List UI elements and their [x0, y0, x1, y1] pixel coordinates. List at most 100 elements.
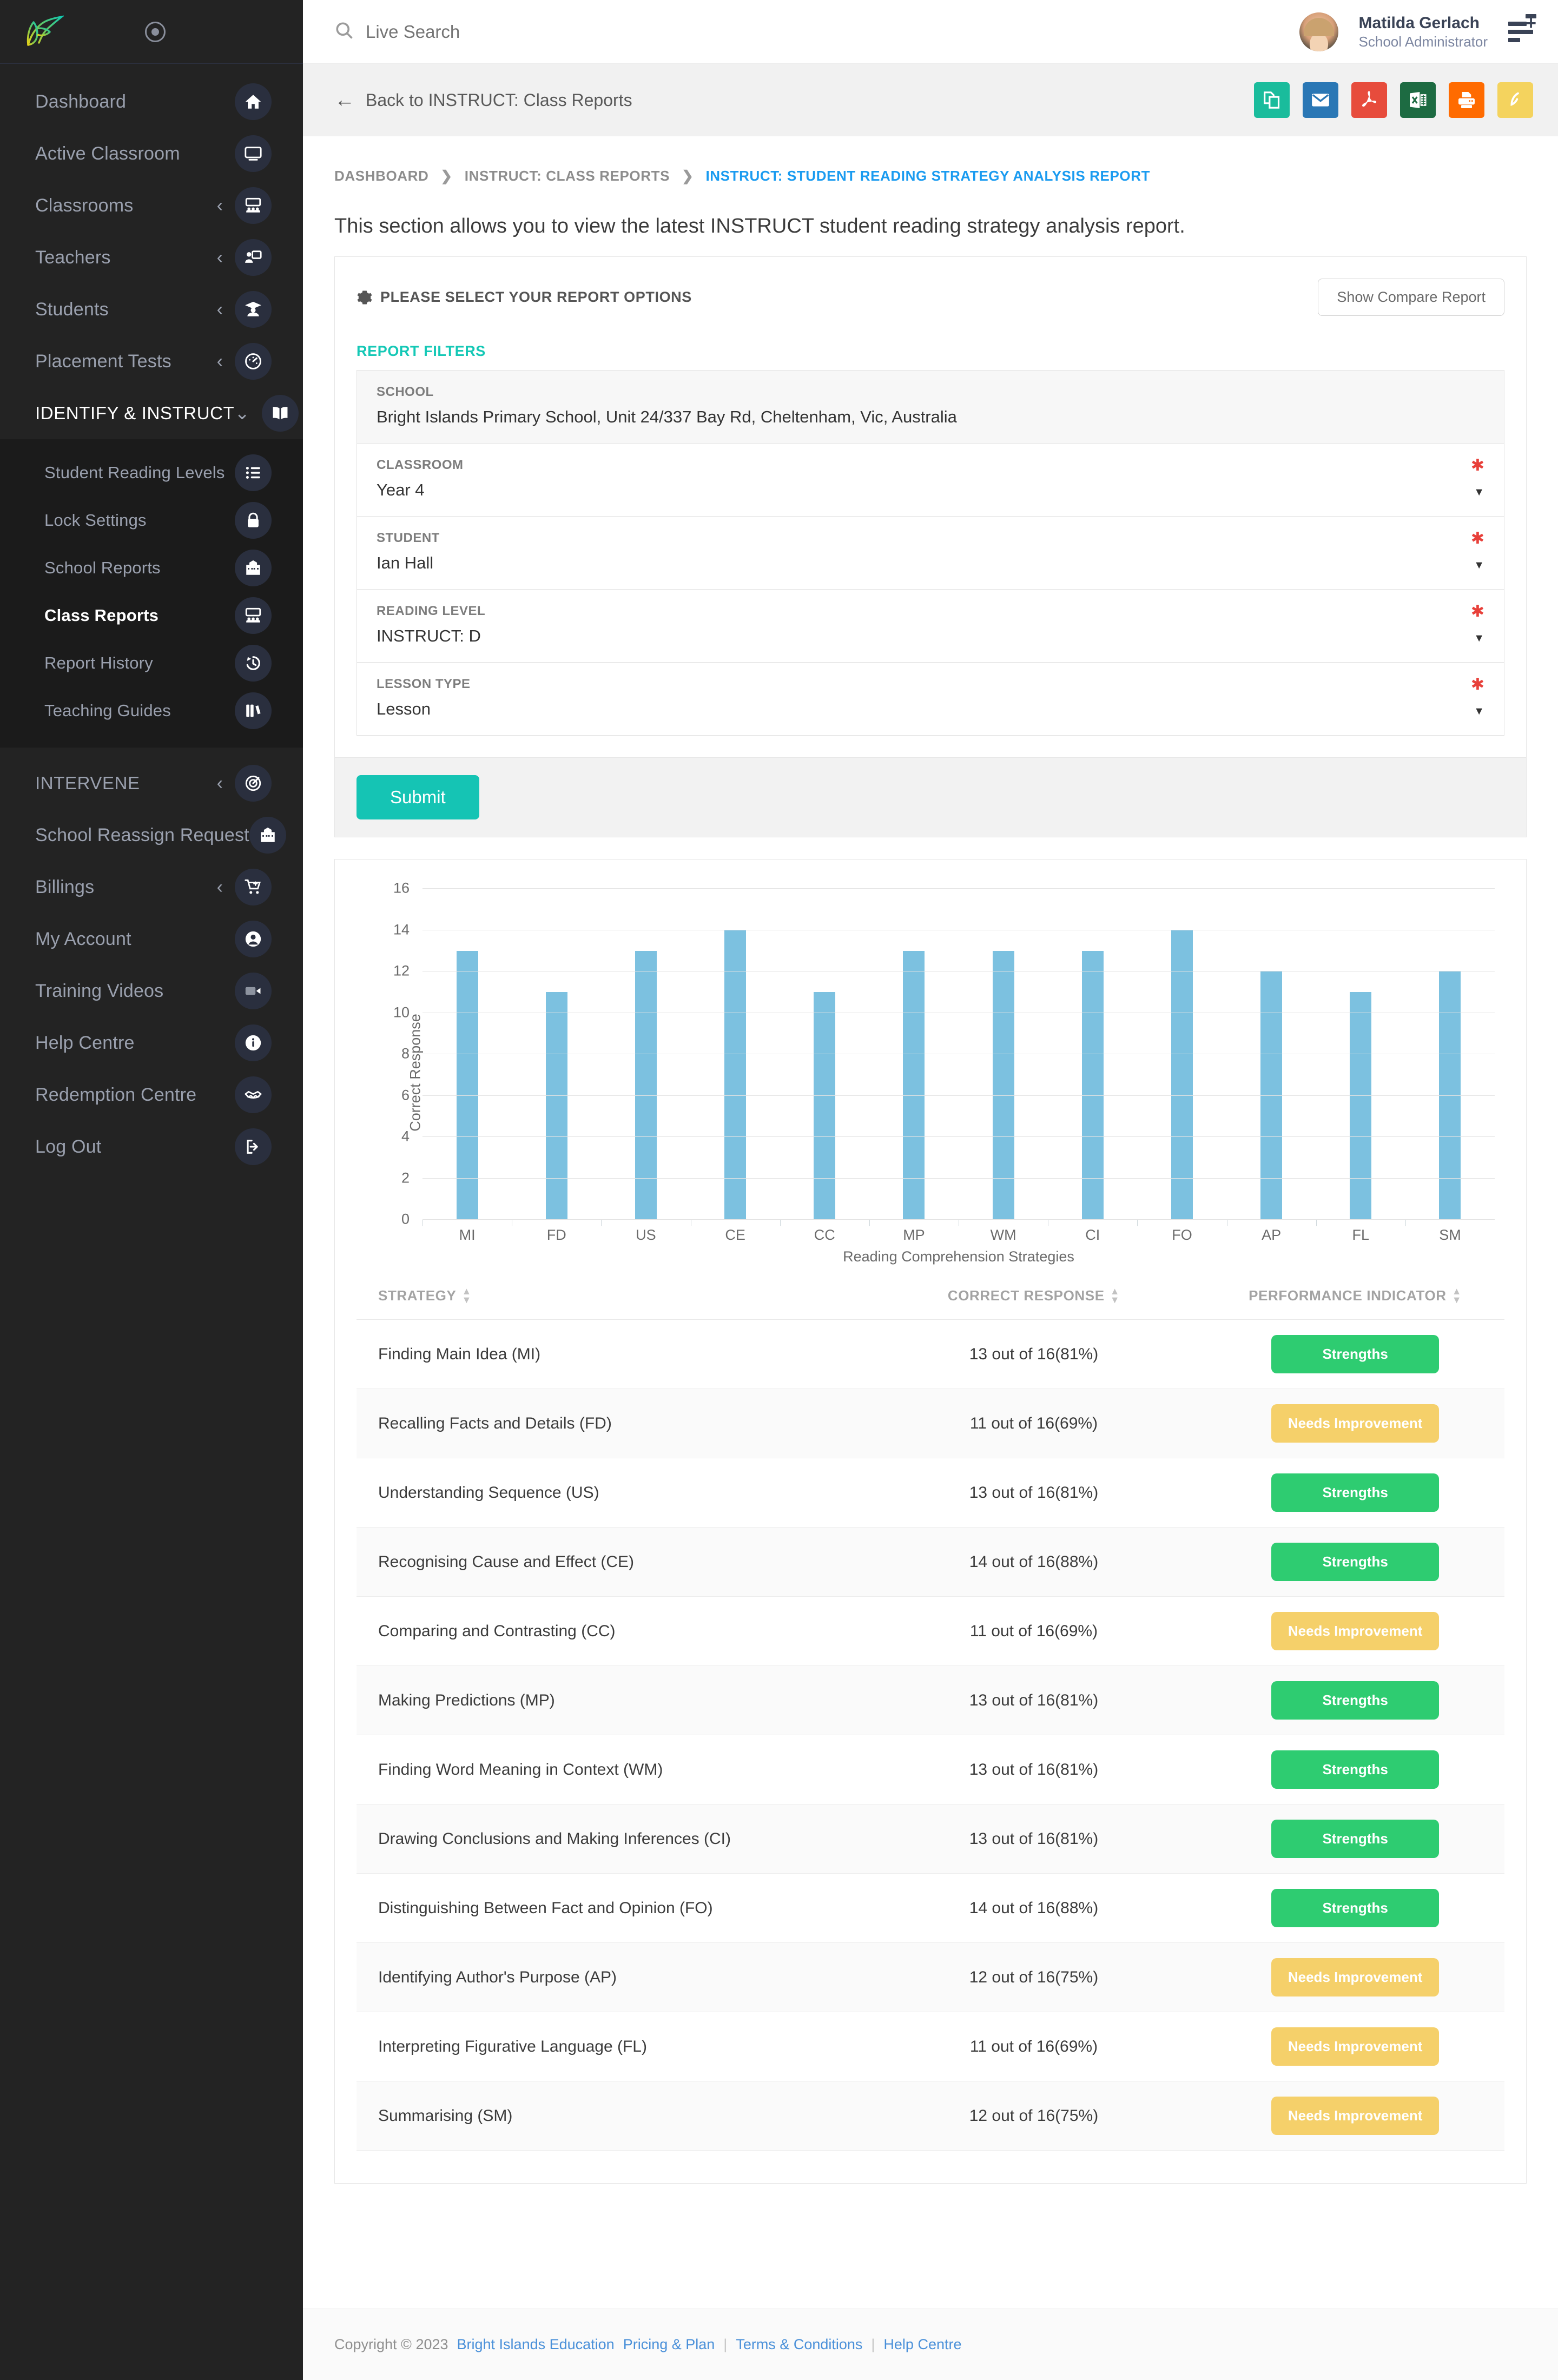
status-badge: Needs Improvement [1271, 2027, 1440, 2066]
sidebar-item-school-reports[interactable]: School Reports [0, 544, 303, 592]
filter-student[interactable]: STUDENT Ian Hall ✱ ▼ [357, 516, 1504, 590]
chart-bar[interactable] [635, 950, 657, 1220]
footer-link-company[interactable]: Bright Islands Education [457, 2336, 615, 2352]
report-options-title-wrap: PLEASE SELECT YOUR REPORT OPTIONS [357, 289, 692, 306]
filter-label: READING LEVEL [377, 604, 486, 618]
cell-correct-response: 13 out of 16(81%) [969, 1829, 1099, 1848]
sidebar-item-school-reassign-request[interactable]: School Reassign Request [0, 809, 303, 861]
sidebar-item-teaching-guides[interactable]: Teaching Guides [0, 687, 303, 735]
sidebar-item-intervene[interactable]: INTERVENE ‹ [0, 757, 303, 809]
cell-correct-response: 11 out of 16(69%) [969, 1622, 1098, 1640]
chart-bar-slot [1316, 889, 1405, 1226]
back-button-label: Back to INSTRUCT: Class Reports [366, 90, 632, 110]
submit-button[interactable]: Submit [357, 775, 479, 819]
chart-bar[interactable] [456, 950, 478, 1220]
column-header-correct-response[interactable]: CORRECT RESPONSE ▲ ▼ [862, 1286, 1206, 1305]
sidebar-item-billings[interactable]: Billings ‹ [0, 861, 303, 913]
user-area: Matilda Gerlach School Administrator + [1299, 12, 1536, 51]
table-row: Making Predictions (MP) 13 out of 16(81%)… [357, 1666, 1504, 1736]
sidebar-item-teachers[interactable]: Teachers ‹ [0, 232, 303, 283]
table-row: Identifying Author's Purpose (AP) 12 out … [357, 1943, 1504, 2013]
note-button[interactable] [1497, 82, 1533, 118]
chart-bar[interactable] [1260, 971, 1283, 1220]
sidebar-item-label: Students [35, 299, 109, 320]
sidebar-item-label: Lock Settings [44, 511, 147, 530]
footer: Copyright © 2023 Bright Islands Educatio… [303, 2309, 1558, 2380]
sidebar-item-report-history[interactable]: Report History [0, 639, 303, 687]
chart-bar[interactable] [903, 950, 925, 1220]
chart-bar[interactable] [1081, 950, 1104, 1220]
chart-x-tick-label: FO [1172, 1227, 1192, 1243]
chart-bar[interactable] [1439, 971, 1461, 1220]
chart-bar[interactable] [1171, 930, 1193, 1220]
breadcrumb-item-dashboard[interactable]: DASHBOARD [334, 168, 429, 184]
sidebar-item-student-reading-levels[interactable]: Student Reading Levels [0, 449, 303, 497]
chart-y-tick: 0 [401, 1211, 410, 1227]
cell-performance-indicator: Strengths [1206, 1681, 1504, 1720]
user-role: School Administrator [1358, 34, 1488, 50]
sidebar-item-my-account[interactable]: My Account [0, 913, 303, 965]
sidebar-item-classrooms[interactable]: Classrooms ‹ [0, 180, 303, 232]
sidebar-item-identify-instruct[interactable]: IDENTIFY & INSTRUCT ⌄ [0, 387, 303, 439]
status-badge: Strengths [1271, 1750, 1440, 1789]
chart-y-tick: 16 [393, 880, 410, 896]
chart-bar[interactable] [545, 992, 567, 1220]
filter-reading-level[interactable]: READING LEVEL INSTRUCT: D ✱ ▼ [357, 589, 1504, 663]
breadcrumb-item-class-reports[interactable]: INSTRUCT: CLASS REPORTS [464, 168, 670, 184]
excel-export-button[interactable] [1400, 82, 1436, 118]
filter-lesson-type[interactable]: LESSON TYPE Lesson ✱ ▼ [357, 662, 1504, 736]
print-button[interactable] [1449, 82, 1484, 118]
chart-x-tickmark [422, 1220, 423, 1226]
required-asterisk-icon: ✱ [1470, 530, 1484, 547]
filter-classroom[interactable]: CLASSROOM Year 4 ✱ ▼ [357, 443, 1504, 517]
chart-bar[interactable] [1350, 992, 1372, 1220]
sidebar-item-log-out[interactable]: Log Out [0, 1121, 303, 1173]
sidebar-item-dashboard[interactable]: Dashboard [0, 76, 303, 128]
pdf-export-button[interactable] [1351, 82, 1387, 118]
sidebar-item-placement-tests[interactable]: Placement Tests ‹ [0, 335, 303, 387]
table-header-row: STRATEGY ▲ ▼ CORRECT RESPONSE ▲ ▼ PERFORMA… [357, 1278, 1504, 1320]
sidebar-item-help-centre[interactable]: Help Centre [0, 1017, 303, 1069]
collapse-toggle-icon[interactable] [145, 21, 166, 42]
books-icon [235, 692, 272, 729]
sidebar-item-label: IDENTIFY & INSTRUCT [35, 403, 235, 423]
table-row: Recalling Facts and Details (FD) 11 out o… [357, 1389, 1504, 1459]
cell-correct-response: 13 out of 16(81%) [969, 1760, 1099, 1779]
chart-gridline: 4 [401, 1128, 1495, 1145]
sidebar-item-class-reports[interactable]: Class Reports [0, 592, 303, 639]
chart-x-tick-label: AP [1262, 1227, 1282, 1243]
cell-strategy: Distinguishing Between Fact and Opinion … [378, 1899, 713, 1917]
column-header-strategy[interactable]: STRATEGY ▲ ▼ [357, 1286, 862, 1305]
sidebar-item-active-classroom[interactable]: Active Classroom [0, 128, 303, 180]
sidebar-item-students[interactable]: Students ‹ [0, 283, 303, 335]
menu-add-icon[interactable]: + [1508, 14, 1536, 42]
status-badge: Needs Improvement [1271, 1612, 1440, 1651]
column-header-performance-indicator[interactable]: PERFORMANCE INDICATOR ▲ ▼ [1206, 1286, 1504, 1305]
sidebar-item-lock-settings[interactable]: Lock Settings [0, 497, 303, 544]
status-badge: Needs Improvement [1271, 2097, 1440, 2136]
report-filters-label: REPORT FILTERS [357, 343, 486, 359]
footer-link-pricing[interactable]: Pricing & Plan [623, 2336, 715, 2352]
chart-bar[interactable] [724, 930, 747, 1220]
table-row: Drawing Conclusions and Making Inference… [357, 1804, 1504, 1874]
status-badge: Strengths [1271, 1473, 1440, 1512]
chart-bar[interactable] [814, 992, 836, 1220]
copy-report-button[interactable] [1254, 82, 1290, 118]
avatar [1299, 12, 1338, 51]
sidebar-item-training-videos[interactable]: Training Videos [0, 965, 303, 1017]
email-report-button[interactable] [1303, 82, 1338, 118]
required-asterisk-icon: ✱ [1470, 457, 1484, 474]
back-button[interactable]: ← Back to INSTRUCT: Class Reports [334, 90, 632, 110]
sidebar-nav-secondary: INTERVENE ‹ School Reassign Request Bill… [0, 748, 303, 1173]
sidebar-item-redemption-centre[interactable]: Redemption Centre [0, 1069, 303, 1121]
footer-link-terms[interactable]: Terms & Conditions [736, 2336, 863, 2352]
chart-bar[interactable] [992, 950, 1014, 1220]
show-compare-report-button[interactable]: Show Compare Report [1318, 279, 1504, 316]
sidebar-item-label: Placement Tests [35, 351, 171, 372]
cell-strategy: Comparing and Contrasting (CC) [378, 1622, 616, 1640]
footer-link-help[interactable]: Help Centre [883, 2336, 962, 2352]
chart-bar-slot [422, 889, 512, 1226]
search-input[interactable] [366, 21, 744, 42]
chart-y-tick: 10 [393, 1004, 410, 1020]
gear-icon [357, 289, 373, 306]
